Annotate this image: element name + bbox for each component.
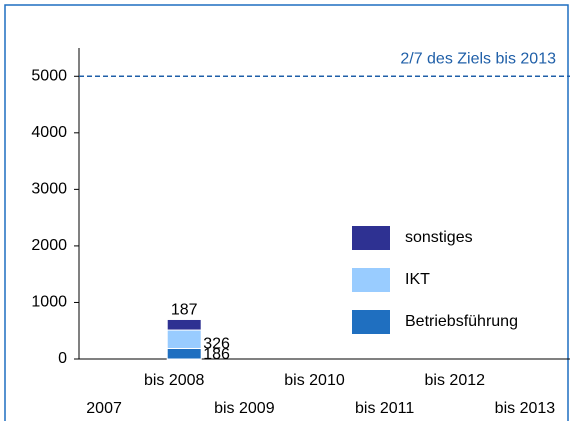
data-label: 326 bbox=[203, 336, 230, 353]
bar-segment bbox=[166, 318, 202, 331]
y-tick-label: 1000 bbox=[31, 294, 67, 311]
y-tick-label: 3000 bbox=[31, 181, 67, 198]
x-tick-label: bis 2008 bbox=[144, 372, 205, 389]
x-tick-label: 2007 bbox=[86, 400, 122, 417]
y-tick-label: 2000 bbox=[31, 237, 67, 254]
legend-label: IKT bbox=[405, 271, 430, 288]
reference-label: 2/7 des Ziels bis 2013 bbox=[400, 50, 556, 67]
y-tick-label: 4000 bbox=[31, 124, 67, 141]
y-tick-label: 0 bbox=[58, 350, 67, 367]
x-tick-label: bis 2012 bbox=[425, 372, 486, 389]
data-label: 186 bbox=[203, 346, 230, 363]
bar-segment bbox=[166, 329, 202, 349]
x-tick-label: bis 2013 bbox=[495, 400, 556, 417]
frame bbox=[4, 4, 569, 421]
x-tick-label: bis 2011 bbox=[355, 400, 414, 417]
legend-swatch bbox=[352, 268, 390, 292]
x-tick-label: bis 2010 bbox=[284, 372, 345, 389]
bar-segment bbox=[166, 347, 202, 360]
data-label: 187 bbox=[171, 302, 198, 319]
legend-swatch bbox=[352, 226, 390, 250]
y-tick-label: 5000 bbox=[31, 67, 67, 84]
legend-label: sonstiges bbox=[405, 229, 473, 246]
legend-label: Betriebsführung bbox=[405, 313, 518, 330]
legend-swatch bbox=[352, 310, 390, 334]
x-tick-label: bis 2009 bbox=[214, 400, 275, 417]
